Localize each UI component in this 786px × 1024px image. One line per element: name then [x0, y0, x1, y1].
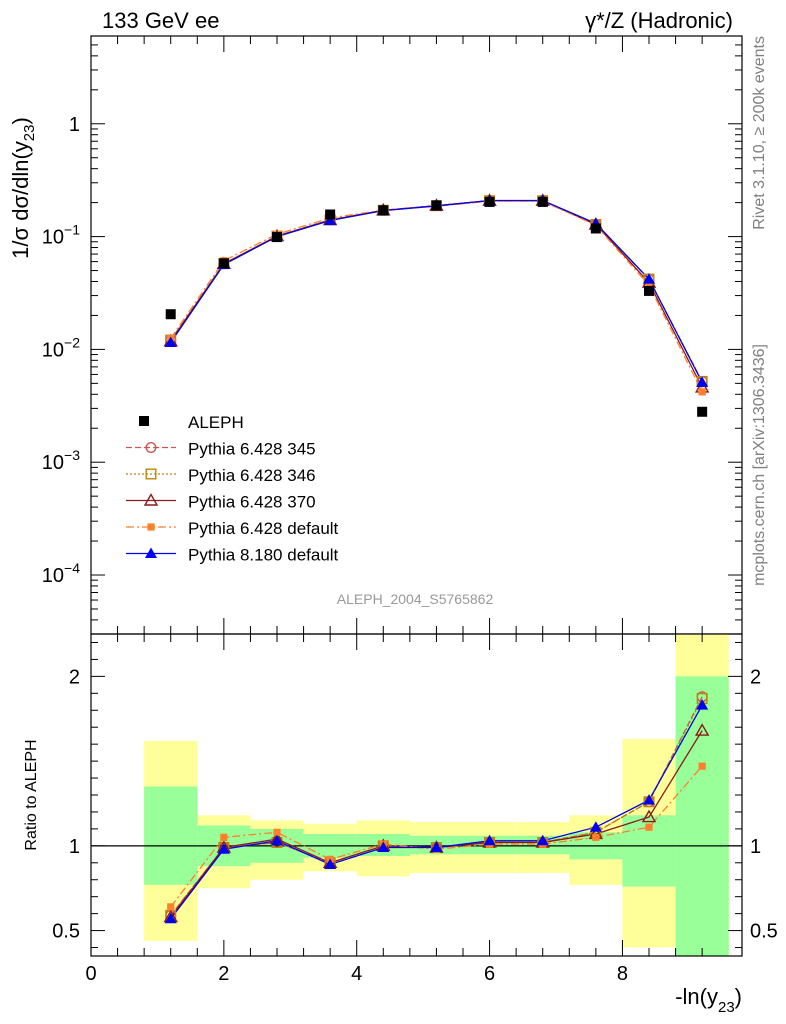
aleph-data-point	[325, 209, 336, 220]
ratio-tick-label-right: 2	[750, 666, 761, 688]
ratio-tick-label-left: 2	[69, 666, 80, 688]
ratio-point-pydef	[698, 762, 706, 770]
ratio-point-py8	[377, 841, 390, 853]
series-point-py8	[643, 273, 655, 284]
aleph-data-point	[644, 285, 654, 296]
y-axis-title: 1/σ dσ/dln(y23)	[8, 117, 38, 259]
ratio-point-py8	[696, 699, 709, 710]
uncertainty-band-green	[675, 676, 729, 956]
ratio-point-py8	[430, 841, 443, 853]
aleph-data-point	[697, 406, 708, 417]
legend-marker-py346	[145, 468, 157, 480]
analysis-id: ALEPH_2004_S5765862	[337, 591, 494, 607]
legend-label-py8: Pythia 8.180 default	[188, 546, 339, 565]
ratio-point-py370	[694, 723, 710, 736]
series-line-py345	[170, 200, 703, 382]
series-line-py370	[170, 200, 703, 388]
series-point-py8	[164, 336, 177, 348]
legend-label-py370: Pythia 6.428 370	[188, 493, 316, 512]
ratio-point-pydef	[645, 823, 653, 831]
y-tick-label: 1	[69, 114, 80, 136]
ratio-point-pydef	[592, 833, 600, 841]
series-point-pydef	[698, 388, 706, 396]
x-tick-label: 2	[218, 963, 229, 985]
x-axis-title: -ln(y23)	[675, 984, 742, 1016]
ratio-panel: 0 2 4 6 8 0.5 0.5 1 1 2 2	[52, 633, 778, 985]
x-axis-label-close: )	[735, 984, 742, 1009]
svg-text:1/σ dσ/dln(y23): 1/σ dσ/dln(y23)	[8, 117, 38, 259]
ratio-point-py8	[217, 843, 230, 854]
legend-marker-pydef	[147, 523, 155, 531]
ratio-tick-label-right: 0.5	[750, 921, 778, 943]
y-tick-label: 10−3	[42, 447, 80, 474]
ratio-point-py8	[483, 834, 496, 846]
y-axis-label: 1/σ dσ/dln(y	[8, 141, 33, 259]
aleph-data-point	[218, 258, 229, 269]
x-tick-label: 8	[617, 963, 628, 985]
ratio-point-py8	[589, 821, 602, 832]
x-axis-label: -ln(y	[675, 984, 718, 1009]
y-axis-label-sub: 23	[21, 124, 38, 141]
aleph-data-point	[165, 309, 176, 320]
series-point-pydef	[645, 281, 653, 289]
aleph-data-point	[590, 223, 601, 234]
ratio-point-pydef	[273, 828, 281, 836]
legend-label-py346: Pythia 6.428 346	[188, 466, 316, 485]
main-panel: 1 10−1 10−2 10−3 10−4	[42, 35, 743, 635]
legend-label-py345: Pythia 6.428 345	[188, 440, 316, 459]
legend-marker-py8	[145, 547, 157, 558]
ratio-point-pydef	[220, 833, 228, 841]
aleph-data-point	[378, 205, 389, 216]
y-tick-label: 10−1	[42, 222, 80, 249]
ratio-point-py8	[271, 834, 283, 846]
legend-marker-aleph	[139, 416, 149, 426]
rivet-info: Rivet 3.1.10, ≥ 200k events	[751, 36, 768, 230]
aleph-data-point	[272, 232, 282, 243]
series-line-pydef	[170, 200, 703, 393]
ratio-point-py8	[324, 858, 337, 869]
legend-label-pydef: Pythia 6.428 default	[188, 519, 339, 538]
y-axis-label-close: )	[8, 117, 33, 124]
ratio-axis-title: Ratio to ALEPH	[23, 739, 40, 850]
series-point-py8	[696, 376, 709, 387]
legend: ALEPH Pythia 6.428 345 Pythia 6.428 346 Pyt…	[126, 413, 339, 565]
ratio-tick-label-right: 1	[750, 836, 761, 858]
x-axis-label-sub: 23	[718, 999, 735, 1016]
y-tick-label: 10−2	[42, 334, 80, 361]
aleph-data-point	[484, 196, 495, 207]
main-frame	[90, 35, 743, 635]
ratio-point-py8	[643, 794, 655, 805]
header-right: γ*/Z (Hadronic)	[585, 8, 733, 33]
ratio-tick-label-left: 0.5	[52, 921, 80, 943]
ratio-point-py8	[164, 912, 177, 924]
series-line-py346	[170, 200, 703, 382]
header-left: 133 GeV ee	[102, 8, 219, 33]
uncertainty-band-green	[144, 786, 198, 885]
series-point-py8	[324, 214, 337, 225]
ratio-tick-label-left: 1	[69, 836, 80, 858]
aleph-data-point	[537, 196, 548, 207]
legend-label-aleph: ALEPH	[188, 413, 244, 432]
ratio-point-pydef	[167, 903, 175, 911]
x-tick-label: 6	[484, 963, 495, 985]
ratio-point-py8	[536, 834, 549, 846]
ratio-point-py370	[641, 809, 657, 823]
y-tick-label: 10−4	[42, 560, 80, 587]
x-tick-label: 0	[85, 963, 96, 985]
x-tick-label: 4	[351, 963, 362, 985]
legend-marker-py370	[143, 493, 159, 506]
mcplots-info: mcplots.cern.ch [arXiv:1306.3436]	[751, 344, 768, 586]
aleph-data-point	[431, 200, 442, 211]
series-line-py8	[170, 199, 703, 383]
legend-marker-py345	[145, 442, 157, 454]
